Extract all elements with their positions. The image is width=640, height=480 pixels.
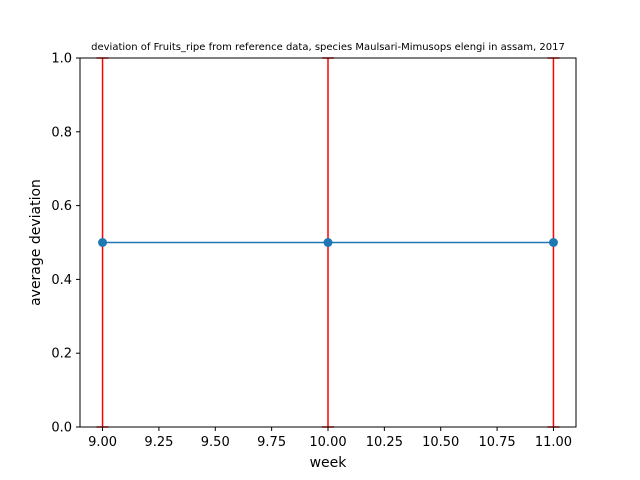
- y-axis-ticks: 0.0 0.2 0.4 0.6 0.8 1.0: [51, 52, 80, 436]
- data-point: [323, 238, 333, 247]
- plot-area: [96, 57, 560, 428]
- x-tick-label: 11.00: [535, 435, 572, 450]
- x-tick-label: 10.25: [366, 435, 403, 450]
- x-tick-label: 9.50: [201, 435, 230, 450]
- x-axis-label: week: [310, 455, 348, 471]
- data-point: [98, 238, 108, 247]
- y-tick-label: 0.2: [51, 347, 72, 362]
- y-tick-label: 0.4: [51, 273, 72, 288]
- x-tick-label: 10.00: [309, 435, 346, 450]
- y-axis-label: average deviation: [28, 179, 44, 306]
- y-tick-label: 0.0: [51, 421, 72, 436]
- data-point: [548, 238, 558, 247]
- x-tick-label: 9.75: [257, 435, 286, 450]
- chart-title: deviation of Fruits_ripe from reference …: [91, 42, 565, 53]
- x-tick-label: 10.50: [422, 435, 459, 450]
- y-tick-label: 0.8: [51, 125, 72, 140]
- y-tick-label: 1.0: [51, 52, 72, 67]
- x-tick-label: 9.25: [144, 435, 173, 450]
- x-tick-label: 9.00: [88, 435, 117, 450]
- x-tick-label: 10.75: [478, 435, 515, 450]
- x-axis-ticks: 9.00 9.25 9.50 9.75 10.00 10.25 10.50 10.75 11.0…: [88, 427, 572, 450]
- y-tick-label: 0.6: [51, 199, 72, 214]
